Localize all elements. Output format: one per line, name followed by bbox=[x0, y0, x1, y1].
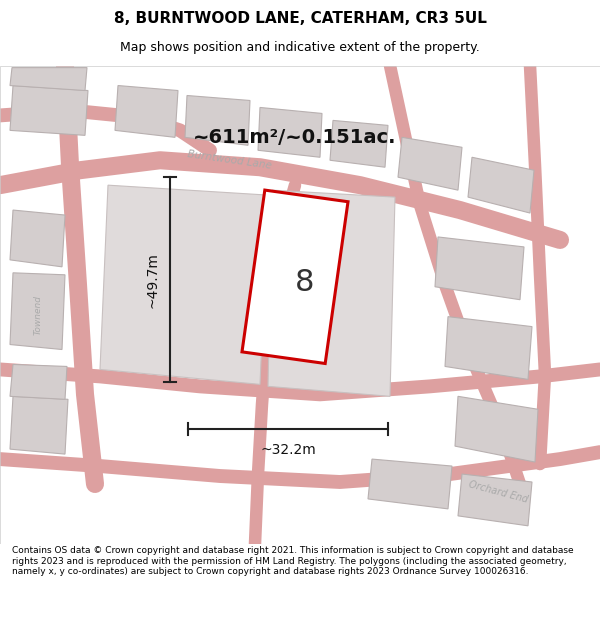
Polygon shape bbox=[468, 158, 534, 213]
Polygon shape bbox=[10, 68, 87, 91]
Text: ~49.7m: ~49.7m bbox=[146, 252, 160, 308]
Polygon shape bbox=[185, 96, 250, 145]
Polygon shape bbox=[10, 86, 88, 136]
Polygon shape bbox=[10, 272, 65, 349]
Polygon shape bbox=[455, 396, 538, 462]
Polygon shape bbox=[115, 86, 178, 138]
Text: 8, BURNTWOOD LANE, CATERHAM, CR3 5UL: 8, BURNTWOOD LANE, CATERHAM, CR3 5UL bbox=[113, 11, 487, 26]
Text: Contains OS data © Crown copyright and database right 2021. This information is : Contains OS data © Crown copyright and d… bbox=[12, 546, 574, 576]
Text: Burntwood Lane: Burntwood Lane bbox=[187, 149, 273, 171]
Polygon shape bbox=[10, 364, 67, 399]
Polygon shape bbox=[100, 185, 268, 384]
Polygon shape bbox=[258, 107, 322, 158]
Polygon shape bbox=[10, 210, 65, 267]
Polygon shape bbox=[242, 190, 348, 364]
Polygon shape bbox=[10, 396, 68, 454]
Text: Map shows position and indicative extent of the property.: Map shows position and indicative extent… bbox=[120, 41, 480, 54]
Polygon shape bbox=[398, 138, 462, 190]
Polygon shape bbox=[368, 459, 452, 509]
Polygon shape bbox=[435, 237, 524, 300]
Text: ~611m²/~0.151ac.: ~611m²/~0.151ac. bbox=[193, 128, 397, 147]
Polygon shape bbox=[458, 474, 532, 526]
Polygon shape bbox=[268, 190, 395, 396]
Text: ~32.2m: ~32.2m bbox=[260, 443, 316, 457]
Polygon shape bbox=[445, 317, 532, 379]
Text: 8: 8 bbox=[295, 268, 315, 298]
Polygon shape bbox=[330, 121, 388, 168]
Text: Orchard End: Orchard End bbox=[467, 479, 529, 504]
Text: Townend: Townend bbox=[34, 294, 43, 334]
